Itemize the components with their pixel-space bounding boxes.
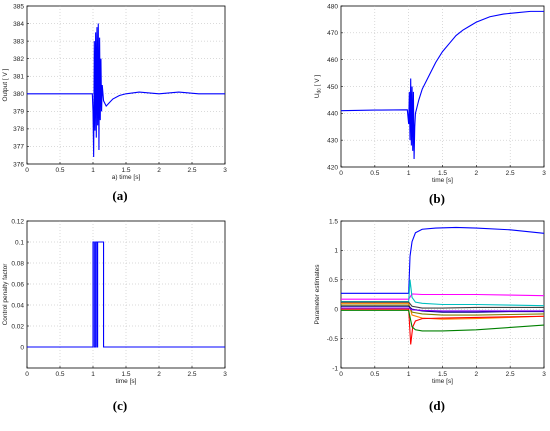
series-line-0	[341, 226, 544, 294]
x-tick-label: 2.5	[506, 371, 515, 378]
x-tick-label: 2.5	[187, 167, 196, 174]
panel-label: (a)	[112, 188, 127, 203]
x-tick-label: 1	[407, 170, 411, 177]
series-line-2	[341, 279, 544, 307]
x-tick-label: 0	[339, 371, 343, 378]
y-tick-label: 0.1	[15, 239, 24, 246]
y-tick-label: 480	[327, 3, 338, 10]
y-tick-label: 1.5	[329, 218, 338, 225]
panel-b: 0 0.5 1 1.5 2 2.5 3 420 430 440 450 460 470 480 time […	[314, 3, 546, 206]
y-axis-label: Output [ V ]	[2, 68, 9, 101]
y-tick-label: 420	[327, 164, 338, 171]
series-line-5	[341, 305, 544, 313]
y-tick-label: 383	[13, 38, 24, 45]
y-axis-label: Control penalty factor	[2, 263, 9, 326]
x-tick-label: 1.5	[438, 371, 447, 378]
y-tick-label: 1	[334, 248, 338, 255]
y-tick-label: 378	[13, 126, 24, 133]
y-tick-label: 384	[13, 21, 24, 28]
x-tick-label: 2	[475, 170, 479, 177]
x-tick-label: 3	[542, 170, 546, 177]
series-line-9	[341, 301, 544, 309]
y-tick-label: 0.12	[11, 218, 24, 225]
panel-c: 0 0.5 1 1.5 2 2.5 3 0 0.02 0.04 0.06 0.08 0.1 0.12 tim…	[2, 218, 227, 413]
x-tick-label: 2	[157, 371, 161, 378]
x-tick-label: 2	[475, 371, 479, 378]
x-tick-label: 2.5	[187, 371, 196, 378]
y-tick-label: 382	[13, 56, 24, 63]
x-tick-label: 0	[25, 371, 29, 378]
x-tick-label: 1.5	[438, 170, 447, 177]
series-line-0	[341, 10, 544, 159]
y-tick-label: -1	[332, 365, 338, 372]
x-axis-label: a) time [s]	[112, 174, 141, 181]
y-tick-label: 0	[334, 307, 338, 314]
x-tick-label: 1.5	[121, 167, 130, 174]
y-tick-label: 470	[327, 30, 338, 37]
y-tick-label: 450	[327, 84, 338, 91]
y-tick-label: 385	[13, 3, 24, 10]
x-tick-label: 1	[91, 371, 95, 378]
y-tick-label: -0.5	[327, 336, 339, 343]
x-axis-label: time [s]	[432, 378, 453, 385]
plot-area	[26, 220, 226, 369]
y-tick-label: 0.06	[11, 281, 24, 288]
x-tick-label: 1	[91, 167, 95, 174]
x-tick-label: 3	[223, 167, 227, 174]
x-tick-label: 0.5	[55, 167, 64, 174]
y-tick-label: 0.08	[11, 260, 24, 267]
series-line-7	[341, 308, 544, 345]
y-tick-label: 460	[327, 57, 338, 64]
x-tick-label: 0.5	[370, 371, 379, 378]
x-tick-label: 3	[223, 371, 227, 378]
y-tick-label: 380	[13, 91, 24, 98]
series-line-8	[341, 309, 544, 332]
x-tick-label: 0	[25, 167, 29, 174]
x-tick-label: 1	[407, 371, 411, 378]
x-tick-label: 0.5	[370, 170, 379, 177]
series-line-6	[341, 307, 544, 312]
y-tick-label: 0.02	[11, 323, 24, 330]
y-tick-label: 376	[13, 161, 24, 168]
x-tick-label: 3	[542, 371, 546, 378]
x-tick-label: 1.5	[121, 371, 130, 378]
y-tick-label: 381	[13, 74, 24, 81]
series-line-0	[27, 241, 225, 348]
series-line-0	[27, 23, 225, 157]
x-tick-label: 2.5	[506, 170, 515, 177]
panel-label: (b)	[429, 191, 445, 206]
x-tick-label: 0.5	[55, 371, 64, 378]
y-tick-label: 430	[327, 137, 338, 144]
y-tick-label: 0.5	[329, 277, 338, 284]
panel-a: 0 0.5 1 1.5 2 2.5 3 376 377 378 379 380 381 382 383 384…	[2, 3, 227, 203]
y-tick-label: 0.04	[11, 302, 24, 309]
y-tick-label: 379	[13, 109, 24, 116]
y-axis-label: Udc [ V ]	[314, 75, 323, 99]
x-axis-label: time [s]	[116, 378, 137, 385]
x-tick-label: 0	[339, 170, 343, 177]
y-tick-label: 377	[13, 144, 24, 151]
x-tick-label: 2	[157, 167, 161, 174]
y-tick-label: 0	[20, 344, 24, 351]
x-axis-label: time [s]	[432, 177, 453, 184]
panel-label: (c)	[113, 398, 127, 413]
y-axis-label: Parameter estimates	[314, 264, 321, 325]
panel-label: (d)	[429, 398, 445, 413]
y-tick-label: 440	[327, 111, 338, 118]
